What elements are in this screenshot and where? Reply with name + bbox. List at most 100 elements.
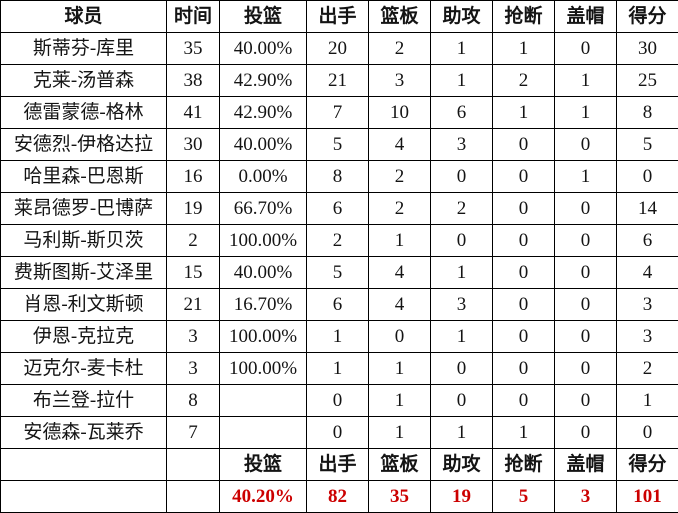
stat-cell: 8 <box>306 160 369 193</box>
stat-cell: 40.00% <box>219 32 307 65</box>
table-row: 莱昂德罗-巴博萨 19 66.70% 6 2 2 0 0 14 <box>0 192 678 225</box>
stat-cell: 3 <box>616 320 678 353</box>
player-name-cell: 克莱-汤普森 <box>0 64 167 97</box>
summary-header-cell-4: 篮板 <box>368 448 431 481</box>
stat-cell: 21 <box>166 288 220 321</box>
stat-cell: 2 <box>616 352 678 385</box>
stat-cell: 0 <box>430 160 493 193</box>
player-name-cell: 肖恩-利文斯顿 <box>0 288 167 321</box>
stat-cell: 1 <box>616 384 678 417</box>
stat-cell: 35 <box>166 32 220 65</box>
total-cell-3: 82 <box>306 480 369 513</box>
summary-header-cell-8: 得分 <box>616 448 678 481</box>
stat-cell: 0 <box>492 224 555 257</box>
stat-cell: 1 <box>430 416 493 449</box>
stat-cell: 1 <box>430 32 493 65</box>
stat-cell: 14 <box>616 192 678 225</box>
column-header-2: 投篮 <box>219 0 307 33</box>
stat-cell: 2 <box>430 192 493 225</box>
stat-cell: 1 <box>554 96 617 129</box>
stat-cell: 41 <box>166 96 220 129</box>
column-header-0: 球员 <box>0 0 167 33</box>
total-cell-6: 5 <box>492 480 555 513</box>
column-header-6: 抢断 <box>492 0 555 33</box>
table-row: 安德森-瓦莱乔 7 0 1 1 1 0 0 <box>0 416 678 449</box>
player-name-cell: 斯蒂芬-库里 <box>0 32 167 65</box>
stat-cell: 3 <box>616 288 678 321</box>
stat-cell: 0 <box>430 352 493 385</box>
stat-cell: 1 <box>492 416 555 449</box>
table-row: 马利斯-斯贝茨 2 100.00% 2 1 0 0 0 6 <box>0 224 678 257</box>
summary-header-cell-5: 助攻 <box>430 448 493 481</box>
player-name-cell: 安德森-瓦莱乔 <box>0 416 167 449</box>
column-header-3: 出手 <box>306 0 369 33</box>
stat-cell: 6 <box>430 96 493 129</box>
stat-cell: 19 <box>166 192 220 225</box>
stat-cell: 25 <box>616 64 678 97</box>
player-name-cell: 伊恩-克拉克 <box>0 320 167 353</box>
stat-cell: 2 <box>368 192 431 225</box>
table-row: 伊恩-克拉克 3 100.00% 1 0 1 0 0 3 <box>0 320 678 353</box>
table-row: 迈克尔-麦卡杜 3 100.00% 1 1 0 0 0 2 <box>0 352 678 385</box>
stat-cell: 5 <box>306 128 369 161</box>
stat-cell: 2 <box>492 64 555 97</box>
stat-cell: 0 <box>554 224 617 257</box>
stat-cell: 0 <box>554 416 617 449</box>
stat-cell: 0 <box>554 352 617 385</box>
stat-cell: 1 <box>306 320 369 353</box>
stat-cell: 1 <box>554 160 617 193</box>
stat-cell: 6 <box>306 288 369 321</box>
stat-cell: 0 <box>554 288 617 321</box>
stat-cell: 1 <box>492 96 555 129</box>
column-header-1: 时间 <box>166 0 220 33</box>
summary-header-row: 投篮 出手 篮板 助攻 抢断 盖帽 得分 <box>0 448 678 481</box>
stat-cell: 10 <box>368 96 431 129</box>
stat-cell: 66.70% <box>219 192 307 225</box>
stat-cell: 4 <box>368 288 431 321</box>
stat-cell: 6 <box>306 192 369 225</box>
stat-cell: 15 <box>166 256 220 289</box>
stat-cell: 0 <box>492 384 555 417</box>
stat-cell: 100.00% <box>219 320 307 353</box>
stat-cell <box>219 384 307 417</box>
stat-cell: 1 <box>430 64 493 97</box>
stat-cell: 0 <box>430 384 493 417</box>
summary-header-cell-7: 盖帽 <box>554 448 617 481</box>
stat-cell: 3 <box>430 128 493 161</box>
stat-cell: 42.90% <box>219 64 307 97</box>
total-cell-5: 19 <box>430 480 493 513</box>
stat-cell: 0 <box>554 128 617 161</box>
stat-cell: 2 <box>306 224 369 257</box>
column-header-7: 盖帽 <box>554 0 617 33</box>
stat-cell: 0 <box>616 416 678 449</box>
stat-cell: 5 <box>616 128 678 161</box>
table-row: 费斯图斯-艾泽里 15 40.00% 5 4 1 0 0 4 <box>0 256 678 289</box>
stat-cell <box>219 416 307 449</box>
stat-cell: 16 <box>166 160 220 193</box>
stat-cell: 3 <box>368 64 431 97</box>
stat-cell: 3 <box>430 288 493 321</box>
total-cell-0 <box>0 480 167 513</box>
stat-cell: 0 <box>492 352 555 385</box>
total-cell-8: 101 <box>616 480 678 513</box>
stat-cell: 100.00% <box>219 224 307 257</box>
player-name-cell: 迈克尔-麦卡杜 <box>0 352 167 385</box>
stat-cell: 4 <box>368 256 431 289</box>
summary-header-cell-1 <box>166 448 220 481</box>
stat-cell: 2 <box>368 160 431 193</box>
stat-cell: 4 <box>368 128 431 161</box>
stat-cell: 0 <box>492 288 555 321</box>
stat-cell: 1 <box>492 32 555 65</box>
total-cell-2: 40.20% <box>219 480 307 513</box>
stat-cell: 0 <box>430 224 493 257</box>
table-row: 肖恩-利文斯顿 21 16.70% 6 4 3 0 0 3 <box>0 288 678 321</box>
stat-cell: 30 <box>166 128 220 161</box>
stat-cell: 2 <box>166 224 220 257</box>
stat-cell: 3 <box>166 320 220 353</box>
stat-cell: 3 <box>166 352 220 385</box>
totals-row: 40.20% 82 35 19 5 3 101 <box>0 480 678 513</box>
stat-cell: 8 <box>166 384 220 417</box>
stat-cell: 30 <box>616 32 678 65</box>
stat-cell: 20 <box>306 32 369 65</box>
